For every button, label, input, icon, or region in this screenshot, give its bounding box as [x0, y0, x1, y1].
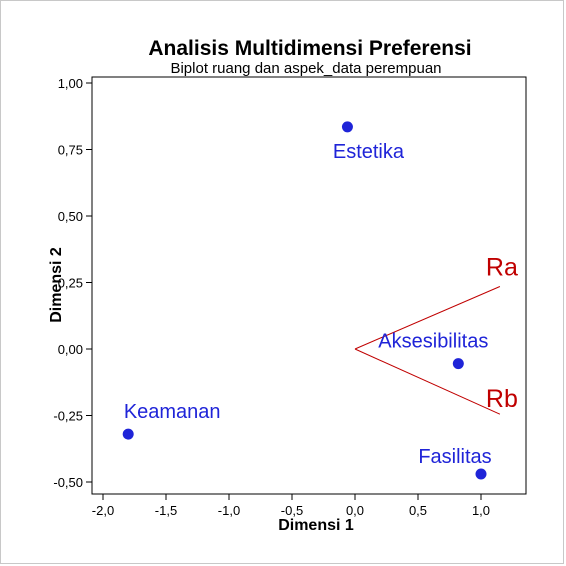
x-tick-label: 1,0 [472, 503, 490, 518]
y-tick-label: 0,25 [58, 276, 83, 291]
chart-title: Analisis Multidimensi Preferensi [148, 37, 471, 60]
y-tick-label: -0,25 [53, 409, 83, 424]
plot-area [91, 76, 527, 495]
y-tick-label: 1,00 [58, 76, 83, 91]
y-axis: 1,00 0,75 0,50 0,25 0,00 -0,25 -0,50 [53, 76, 92, 490]
y-tick-label: -0,50 [53, 475, 83, 490]
x-tick-label: -0,5 [281, 503, 303, 518]
point-label-keamanan: Keamanan [124, 401, 221, 423]
point-estetika [341, 121, 353, 133]
vector-group: Ra Rb [354, 253, 518, 415]
point-label-fasilitas: Fasilitas [418, 446, 491, 468]
vector-line-rb [354, 348, 501, 415]
x-axis: -2,0 -1,5 -1,0 -0,5 0,0 0,5 1,0 [92, 494, 490, 518]
x-tick-label: -1,5 [155, 503, 177, 518]
x-tick-label: -1,0 [218, 503, 240, 518]
y-tick-label: 0,50 [58, 209, 83, 224]
y-tick-label: 0,00 [58, 342, 83, 357]
vector-line-ra [354, 286, 501, 350]
y-tick-label: 0,75 [58, 143, 83, 158]
point-aksesibilitas [452, 358, 464, 370]
x-tick-label: 0,0 [346, 503, 364, 518]
x-axis-title: Dimensi 1 [278, 517, 354, 534]
point-label-aksesibilitas: Aksesibilitas [378, 331, 488, 353]
vector-label-rb: Rb [486, 385, 518, 413]
point-group: Estetika Aksesibilitas Keamanan Fasilitas [122, 121, 492, 480]
point-keamanan [122, 428, 134, 440]
point-fasilitas [475, 468, 487, 480]
vector-label-ra: Ra [486, 253, 518, 281]
chart-subtitle: Biplot ruang dan aspek_data perempuan [170, 60, 441, 77]
x-tick-label: -2,0 [92, 503, 114, 518]
x-tick-label: 0,5 [409, 503, 427, 518]
point-label-estetika: Estetika [333, 141, 405, 163]
y-axis-title: Dimensi 2 [48, 247, 65, 323]
